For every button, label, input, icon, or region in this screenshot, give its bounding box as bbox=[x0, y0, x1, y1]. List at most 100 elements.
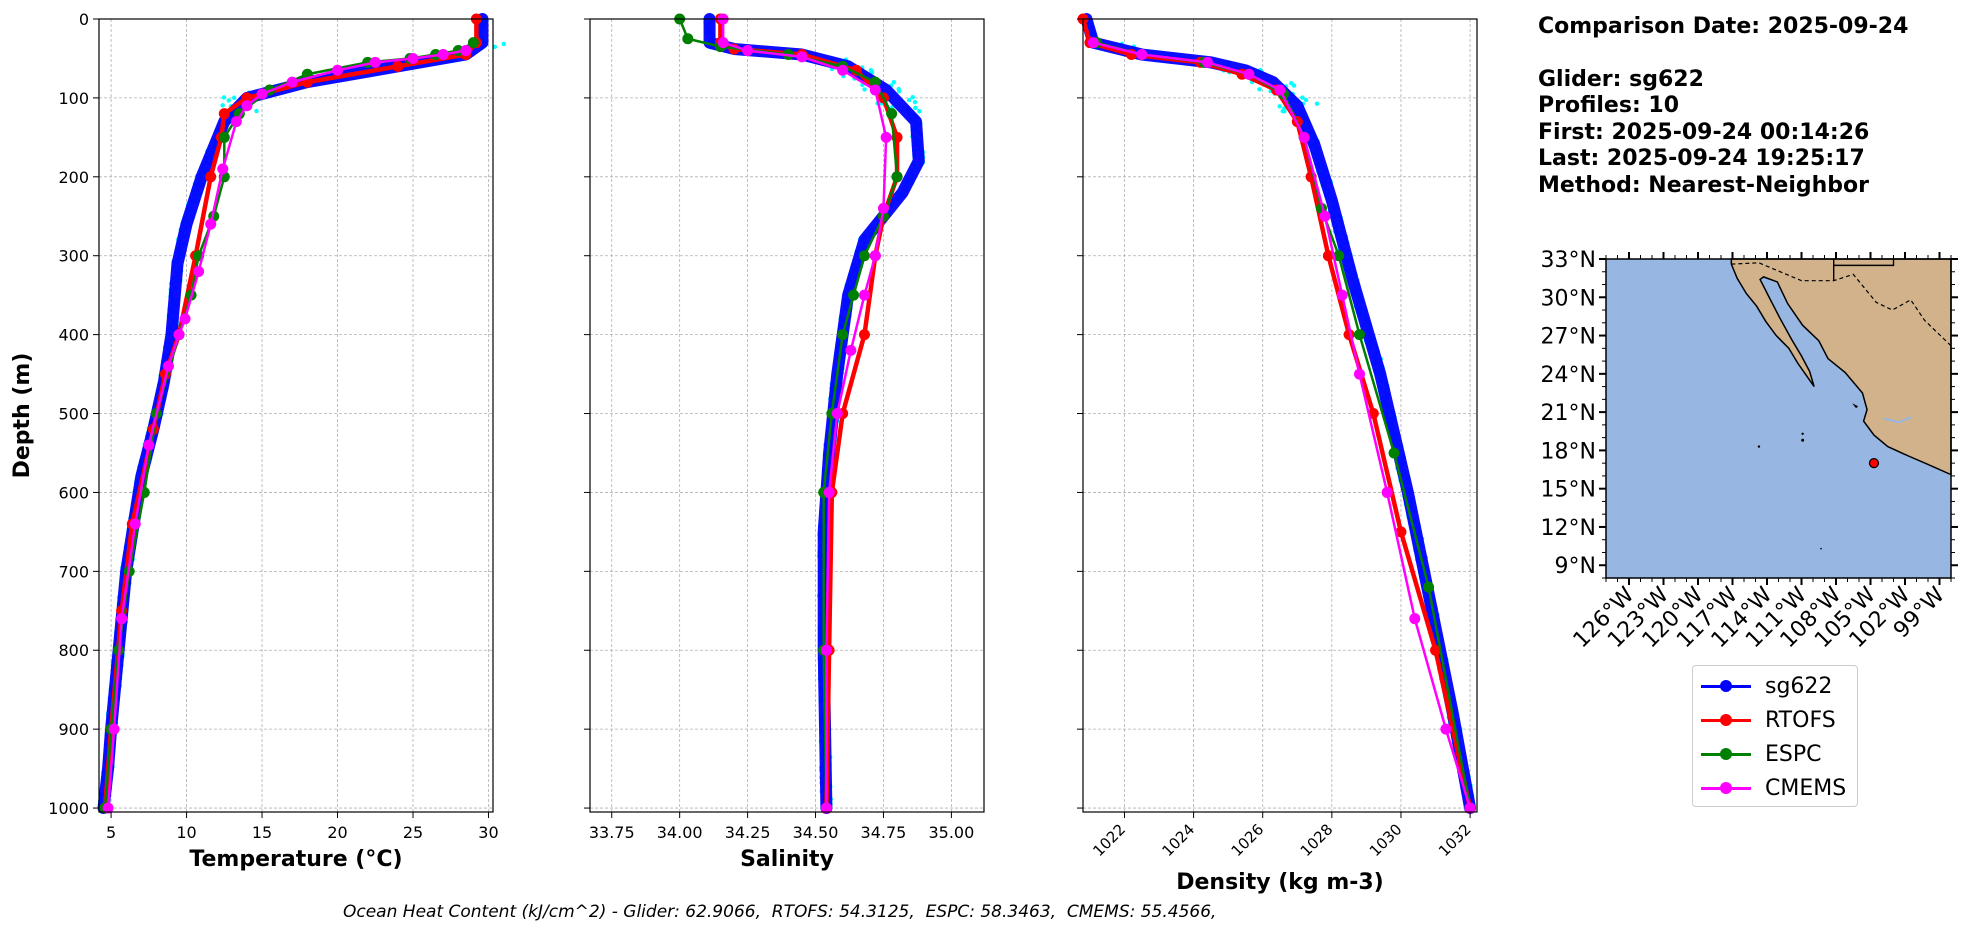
last-profile-time: Last: 2025-09-24 19:25:17 bbox=[1538, 146, 1865, 171]
map-lat-label: 21°N bbox=[1541, 401, 1596, 426]
ocean-heat-content-note: Ocean Heat Content (kJ/cm^2) - Glider: 6… bbox=[343, 902, 1217, 922]
raw-point bbox=[913, 105, 918, 111]
location-map: 9°N12°N15°N18°N21°N24°N27°N30°N33°N126°W… bbox=[1541, 248, 1958, 653]
series-marker bbox=[241, 92, 253, 104]
y-tick-label: 0 bbox=[79, 10, 89, 29]
series-marker bbox=[1430, 644, 1442, 656]
legend-swatch-cmems bbox=[1701, 773, 1751, 803]
series-marker bbox=[742, 45, 754, 57]
series-espc-density bbox=[1091, 37, 1476, 814]
y-tick-label: 200 bbox=[58, 168, 89, 187]
series-marker bbox=[1440, 723, 1452, 735]
series-marker bbox=[880, 131, 892, 143]
legend-swatch-espc bbox=[1701, 739, 1751, 769]
series-marker bbox=[869, 84, 881, 96]
y-axis-salinity bbox=[584, 18, 590, 809]
glider-position-marker bbox=[1868, 458, 1880, 469]
series-marker bbox=[1087, 37, 1099, 49]
series-marker bbox=[467, 37, 479, 49]
series-marker bbox=[1353, 368, 1365, 380]
raw-point bbox=[910, 94, 915, 100]
legend-entry-sg622: sg622 bbox=[1701, 671, 1832, 701]
series-rtofs-salinity bbox=[714, 13, 903, 814]
x-axis-label-density: Density (kg m-3) bbox=[1176, 870, 1384, 895]
map-island bbox=[1820, 547, 1822, 550]
series-line bbox=[106, 49, 467, 809]
raw-point bbox=[492, 44, 498, 50]
raw-point bbox=[897, 89, 902, 94]
x-axis-temperature: 5 10 15 20 25 30 bbox=[106, 812, 499, 842]
y-tick-label: 700 bbox=[58, 562, 89, 581]
series-marker bbox=[332, 64, 344, 76]
series-marker bbox=[1381, 486, 1393, 498]
y-axis-label: Depth (m) bbox=[10, 353, 35, 479]
map-lat-label: 27°N bbox=[1541, 325, 1596, 350]
map-border-dashed bbox=[1731, 262, 1952, 347]
legend-entry-rtofs: RTOFS bbox=[1701, 705, 1836, 735]
series-marker bbox=[1274, 84, 1286, 96]
legend-label-espc: ESPC bbox=[1765, 741, 1822, 767]
legend: sg622 RTOFS ESPC CMEMS bbox=[1692, 665, 1858, 807]
raw-point bbox=[220, 103, 225, 108]
series-marker bbox=[837, 64, 849, 76]
series-marker bbox=[162, 360, 174, 372]
raw-point bbox=[231, 95, 237, 100]
series-marker bbox=[858, 329, 870, 341]
plot-density: 1022 1024 1026 1028 1030 1032 Density (kg m-3) bbox=[1077, 13, 1478, 895]
x-tick-label: 34.75 bbox=[861, 823, 907, 842]
raw-point bbox=[1291, 83, 1297, 88]
raw-point bbox=[1303, 97, 1309, 103]
series-marker bbox=[820, 802, 832, 814]
series-marker bbox=[869, 76, 881, 88]
interpolation-method: Method: Nearest-Neighbor bbox=[1538, 172, 1869, 198]
map-lat-label: 24°N bbox=[1541, 363, 1596, 388]
legend-swatch-sg622 bbox=[1701, 671, 1751, 701]
raw-point bbox=[1257, 87, 1262, 92]
x-tick-label: 1022 bbox=[1089, 820, 1129, 860]
series-marker bbox=[116, 613, 128, 625]
x-tick-label: 34.00 bbox=[657, 823, 703, 842]
x-tick-label: 25 bbox=[403, 823, 423, 842]
series-marker bbox=[193, 265, 205, 277]
series-marker bbox=[230, 116, 242, 128]
y-tick-label: 100 bbox=[58, 89, 89, 108]
series-marker bbox=[437, 49, 449, 61]
series-marker bbox=[1319, 210, 1331, 222]
series-marker bbox=[845, 344, 857, 356]
series-cmems-salinity bbox=[717, 13, 892, 814]
series-espc-salinity bbox=[674, 13, 903, 814]
raw-point bbox=[501, 41, 506, 47]
x-tick-label: 35.00 bbox=[928, 823, 974, 842]
x-tick-label: 33.75 bbox=[589, 823, 635, 842]
x-tick-label: 30 bbox=[478, 823, 498, 842]
map-island bbox=[1757, 445, 1761, 448]
raw-point bbox=[1277, 104, 1282, 109]
map-state-border bbox=[1833, 259, 1895, 267]
series-marker bbox=[179, 313, 191, 325]
series-marker bbox=[1388, 447, 1400, 459]
x-tick-label: 1026 bbox=[1228, 820, 1268, 860]
series-marker bbox=[1464, 802, 1476, 814]
x-tick-label: 20 bbox=[327, 823, 347, 842]
legend-entry-cmems: CMEMS bbox=[1701, 773, 1846, 803]
raw-glider-points-density bbox=[1081, 16, 1476, 810]
series-marker bbox=[858, 250, 870, 262]
glider-name: Glider: sg622 bbox=[1538, 66, 1704, 92]
series-marker bbox=[241, 100, 253, 112]
raw-point bbox=[254, 108, 259, 114]
series-marker bbox=[460, 45, 472, 57]
y-tick-label: 400 bbox=[58, 326, 89, 345]
series-marker bbox=[820, 644, 832, 656]
grid-salinity bbox=[590, 18, 984, 812]
raw-point bbox=[891, 79, 897, 85]
series-marker bbox=[831, 408, 843, 420]
first-profile-time: First: 2025-09-24 00:14:26 bbox=[1538, 119, 1870, 145]
series-marker bbox=[173, 329, 185, 341]
y-tick-label: 800 bbox=[58, 641, 89, 660]
raw-point bbox=[1314, 101, 1320, 106]
y-tick-label: 300 bbox=[58, 247, 89, 266]
plot-temperature: 5 10 15 20 25 3001002003004005006007008009001… bbox=[10, 10, 506, 872]
series-marker bbox=[1298, 131, 1310, 143]
series-marker bbox=[886, 108, 898, 120]
